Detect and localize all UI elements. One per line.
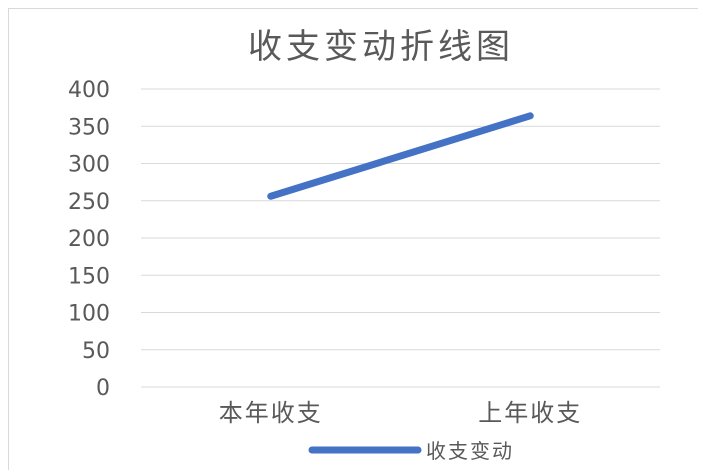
y-tick-label-50: 50: [82, 339, 110, 364]
y-tick-label-100: 100: [68, 302, 110, 327]
y-tick-label-400: 400: [68, 78, 110, 103]
y-tick-label-0: 0: [96, 376, 110, 401]
legend: 收支变动: [308, 439, 514, 463]
x-category-label-1: 上年收支: [478, 399, 582, 427]
x-axis-category-labels: 本年收支 上年收支: [219, 399, 582, 427]
y-tick-label-300: 300: [68, 153, 110, 178]
x-category-label-0: 本年收支: [219, 399, 323, 427]
chart-frame: [8, 8, 698, 470]
y-tick-label-250: 250: [68, 190, 110, 215]
legend-label: 收支变动: [426, 439, 514, 463]
y-tick-label-350: 350: [68, 115, 110, 140]
y-axis-tick-labels: 0 50 100 150 200 250 300 350 400: [68, 78, 110, 401]
series-lines: [267, 112, 534, 200]
series-line-0: [267, 112, 534, 200]
chart-title: 收支变动折线图: [248, 27, 514, 67]
gridlines: [141, 88, 660, 388]
y-tick-label-200: 200: [68, 227, 110, 252]
y-tick-label-150: 150: [68, 264, 110, 289]
